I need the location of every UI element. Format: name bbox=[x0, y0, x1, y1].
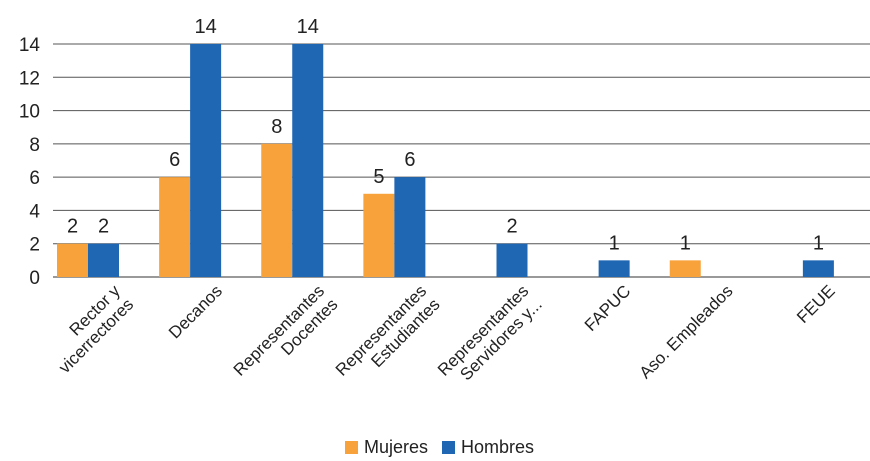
data-label: 1 bbox=[680, 232, 691, 254]
bar-mujeres bbox=[669, 260, 701, 277]
data-label: 1 bbox=[813, 232, 824, 254]
data-label: 8 bbox=[271, 116, 282, 138]
category-label: RepresentantesServidores y... bbox=[434, 281, 546, 393]
category-label: RepresentantesEstudiantes bbox=[332, 281, 444, 393]
bar-hombres bbox=[598, 260, 630, 277]
bar-hombres bbox=[88, 243, 119, 277]
legend-swatch-hombres bbox=[442, 441, 456, 454]
legend-swatch-mujeres bbox=[345, 441, 358, 454]
data-label: 2 bbox=[67, 216, 78, 238]
category-label: Aso. Empleados bbox=[636, 281, 737, 382]
bar-mujeres bbox=[261, 143, 293, 277]
category-label: FEUE bbox=[793, 281, 838, 326]
legend-item-mujeres: Mujeres bbox=[345, 437, 428, 458]
bar-hombres bbox=[802, 260, 834, 277]
data-label: 2 bbox=[98, 216, 109, 238]
legend: Mujeres Hombres bbox=[345, 437, 548, 458]
data-label: 6 bbox=[404, 149, 415, 171]
data-label: 1 bbox=[609, 232, 620, 254]
bar-hombres bbox=[496, 243, 528, 277]
category-label: RepresentantesDocentes bbox=[230, 281, 342, 393]
category-label: FAPUC bbox=[581, 281, 635, 335]
legend-item-hombres: Hombres bbox=[442, 437, 534, 458]
data-label: 14 bbox=[297, 16, 319, 38]
category-label: Decanos bbox=[165, 281, 226, 342]
bars bbox=[57, 44, 834, 277]
bar-mujeres bbox=[159, 177, 191, 277]
y-tick-label: 2 bbox=[29, 235, 40, 256]
category-labels: Rector yvicerrectores Decanos Representant… bbox=[42, 281, 839, 393]
y-tick-label: 10 bbox=[19, 102, 40, 123]
legend-label-hombres: Hombres bbox=[461, 437, 535, 457]
category-label: Rector yvicerrectores bbox=[42, 281, 138, 377]
bar-mujeres bbox=[363, 193, 395, 277]
y-tick-label: 6 bbox=[29, 168, 40, 189]
bar-hombres bbox=[394, 177, 426, 277]
data-label: 6 bbox=[169, 149, 180, 171]
y-tick-label: 4 bbox=[29, 201, 40, 222]
y-tick-label: 14 bbox=[19, 35, 41, 56]
legend-label-mujeres: Mujeres bbox=[364, 437, 429, 457]
bar-mujeres bbox=[57, 243, 88, 277]
data-label: 2 bbox=[506, 216, 517, 238]
y-tick-label: 0 bbox=[29, 268, 40, 289]
bar-hombres bbox=[292, 44, 324, 277]
data-label: 14 bbox=[195, 16, 217, 38]
y-axis-ticks: 0 2 4 6 8 10 12 14 bbox=[19, 35, 41, 289]
y-tick-label: 8 bbox=[29, 135, 40, 156]
bar-hombres bbox=[190, 44, 222, 277]
data-label: 5 bbox=[373, 166, 384, 188]
y-tick-label: 12 bbox=[19, 68, 40, 89]
